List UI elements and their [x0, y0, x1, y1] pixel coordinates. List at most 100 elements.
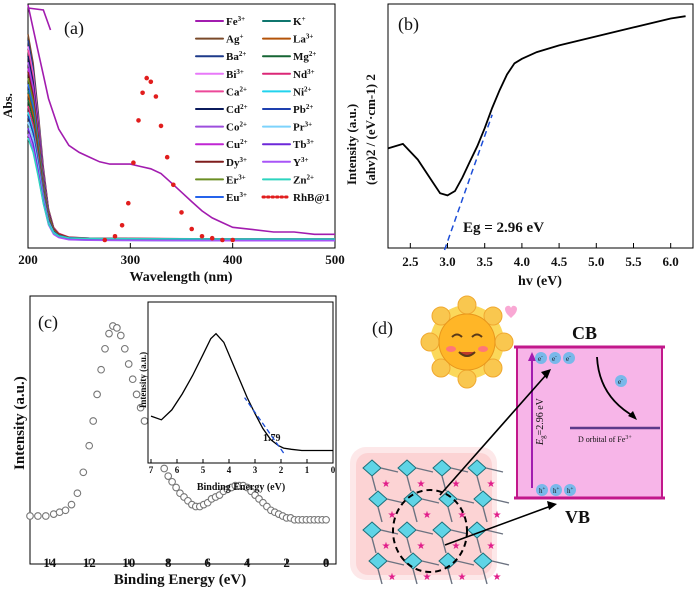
tauc-fit-line: [443, 114, 493, 251]
panel-a-curves: [27, 4, 335, 243]
xps-point: [105, 329, 113, 338]
xps-point: [61, 506, 70, 515]
inset-tick-label: 6: [175, 465, 180, 475]
xps-point: [172, 483, 180, 492]
svg-text:★: ★: [423, 510, 432, 521]
pointer-arrow-cb: [439, 374, 547, 496]
panel-a-frame: [27, 3, 336, 249]
legend-label: Mg2+: [293, 50, 316, 63]
rhb-point: [126, 200, 131, 206]
inset-curves: [150, 332, 333, 454]
panel-b-frame: [387, 3, 694, 249]
xps-point: [128, 375, 137, 384]
panel-c: (c) Intensity (a.u.) Binding Energy (eV)…: [12, 295, 337, 588]
legend-label: Eu3+: [226, 191, 247, 204]
xps-point: [168, 477, 176, 486]
svg-text:★: ★: [458, 510, 467, 521]
inset-annotation: 1.79: [263, 433, 281, 444]
a-tick-label: 300: [121, 252, 141, 267]
inset-tick-label: 4: [227, 465, 232, 475]
b-tick-label: 4.5: [551, 254, 568, 269]
curve-y: [27, 134, 335, 242]
svg-text:★: ★: [382, 541, 391, 552]
electron-transfer-arrowhead: [628, 411, 637, 420]
legend-label: Ca2+: [226, 85, 247, 98]
inset-tick-label: 0: [331, 465, 336, 475]
inset-tick-label: 5: [201, 465, 206, 475]
legend-label: Cu2+: [226, 138, 248, 151]
xps-point: [97, 365, 105, 374]
xps-point: [67, 500, 76, 509]
band-gap-value: Eg=2.96 eV: [535, 397, 547, 446]
tauc-curve: [387, 15, 686, 197]
legend-label: RhB@1: [293, 192, 330, 204]
cb-electrons: e- e- e-: [535, 352, 575, 364]
panel-b-label: (b): [398, 14, 419, 35]
rhb-point: [220, 237, 225, 243]
cb-label: CB: [572, 323, 597, 343]
rhb-point: [164, 154, 170, 160]
curve-mg: [27, 99, 335, 241]
svg-text:★: ★: [493, 572, 502, 583]
b-tick-label: 5.5: [625, 254, 642, 269]
pointer-arrowhead-cb: [541, 369, 551, 379]
b-tick-label: 3.0: [439, 254, 455, 269]
vb-holes: h+ h+ h+: [536, 484, 576, 496]
xps-point: [85, 441, 94, 450]
xps-point: [116, 331, 125, 340]
panel-a-legend: Fe3+ Ag+ Ba2+ Bi3+ Ca2+ Cd2+ Co2+ Cu2+ Dy3+ Er3+ E…: [195, 15, 330, 204]
legend-label: Y3+: [293, 156, 308, 169]
curve-ni: [27, 112, 335, 242]
legend-label: Dy3+: [226, 156, 247, 169]
legend-label: Tb3+: [293, 138, 314, 151]
svg-text:h+: h+: [553, 487, 560, 495]
svg-text:e-: e-: [538, 355, 543, 363]
rhb-point: [189, 226, 194, 232]
legend-label: K+: [293, 15, 306, 28]
svg-text:★: ★: [493, 510, 502, 521]
panel-b-ylabel: Intensity (a.u.): [344, 104, 359, 185]
rhb-point: [119, 223, 125, 228]
panel-c-ylabel: Intensity (a.u.): [12, 376, 28, 470]
c-tick-label: 10: [122, 555, 135, 570]
a-tick-label: 200: [18, 252, 38, 267]
svg-text:h+: h+: [539, 487, 546, 495]
svg-text:★: ★: [452, 541, 461, 552]
svg-text:★: ★: [388, 572, 397, 583]
xps-point: [136, 403, 145, 412]
legend-label: Zn2+: [293, 173, 314, 186]
svg-text:★: ★: [388, 510, 397, 521]
rhb-point: [131, 160, 136, 165]
electron-transfer-arrow: [596, 356, 636, 418]
curve-pr: [27, 121, 335, 241]
rhb-point: [179, 210, 184, 215]
rhb-point: [112, 234, 118, 239]
panel-c-label: (c): [38, 312, 58, 333]
inset-ylabel: Intensity (a.u.): [138, 352, 148, 408]
legend-label: Ag+: [226, 33, 243, 46]
highlight-ellipse: [392, 489, 468, 573]
xps-point: [89, 417, 98, 425]
panel-c-frame: [29, 295, 337, 565]
legend-label: Pr3+: [293, 121, 312, 134]
panel-c-xlabel: Binding Energy (eV): [114, 572, 247, 588]
curve-fe-rise: [27, 7, 52, 31]
xps-point: [73, 489, 82, 498]
svg-text:e-: e-: [552, 355, 557, 363]
svg-text:e-: e-: [566, 355, 571, 363]
panel-a: (a) Abs. Wavelength (nm) 200 300 400 500 Fe…: [0, 3, 345, 285]
b-tick-label: 2.5: [402, 254, 419, 269]
curve-k: [27, 90, 335, 242]
curve-cu: [27, 68, 335, 242]
svg-text:e-: e-: [618, 378, 623, 386]
c-tick-label: 6: [204, 555, 211, 570]
curve-ag: [27, 33, 335, 241]
curve-fe: [27, 4, 335, 236]
svg-text:★: ★: [417, 479, 426, 490]
inset-curve: [150, 332, 333, 452]
xps-point: [34, 512, 42, 520]
c-tick-label: 0: [323, 555, 330, 570]
xps-point: [113, 324, 121, 332]
vb-label: VB: [565, 507, 590, 527]
rhb-point: [144, 75, 149, 81]
